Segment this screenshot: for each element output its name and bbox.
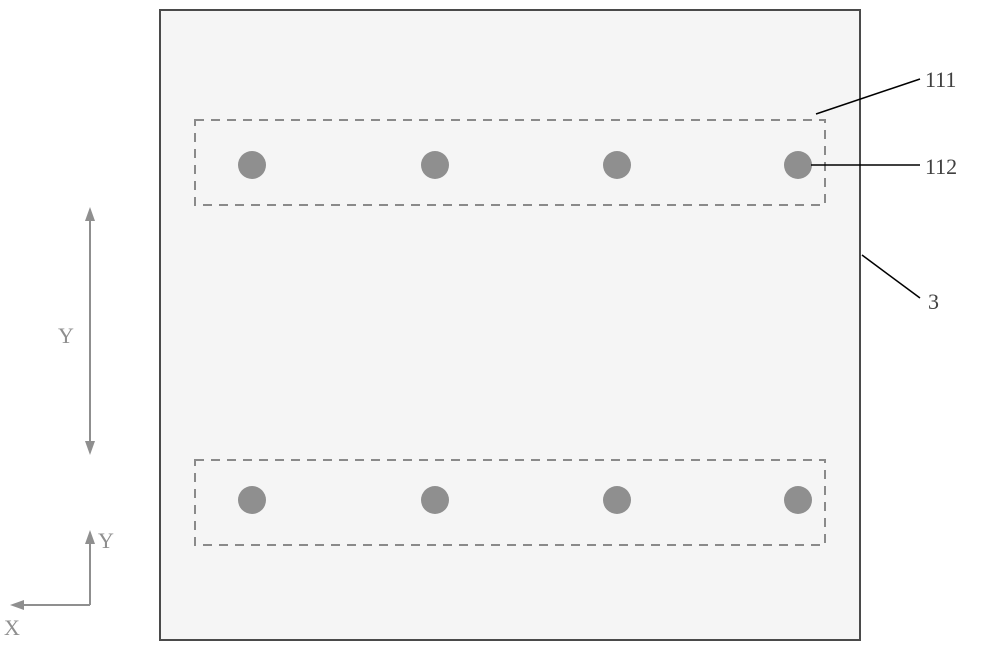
dot-3 (784, 151, 812, 179)
dot-1 (421, 151, 449, 179)
dot-7 (784, 486, 812, 514)
dot-0 (238, 151, 266, 179)
dim-label-y: Y (58, 323, 74, 349)
dot-2 (603, 151, 631, 179)
dot-4 (238, 486, 266, 514)
axis-label-x: X (4, 615, 20, 641)
dot-6 (603, 486, 631, 514)
callout-112: 112 (925, 154, 957, 180)
dot-5 (421, 486, 449, 514)
diagram-stage: 111 112 3 Y Y X (0, 0, 1000, 645)
callout-3: 3 (928, 289, 939, 315)
leader-line-2 (862, 255, 920, 298)
diagram-svg (0, 0, 1000, 645)
callout-111: 111 (925, 67, 956, 93)
axis-label-y: Y (98, 528, 114, 554)
